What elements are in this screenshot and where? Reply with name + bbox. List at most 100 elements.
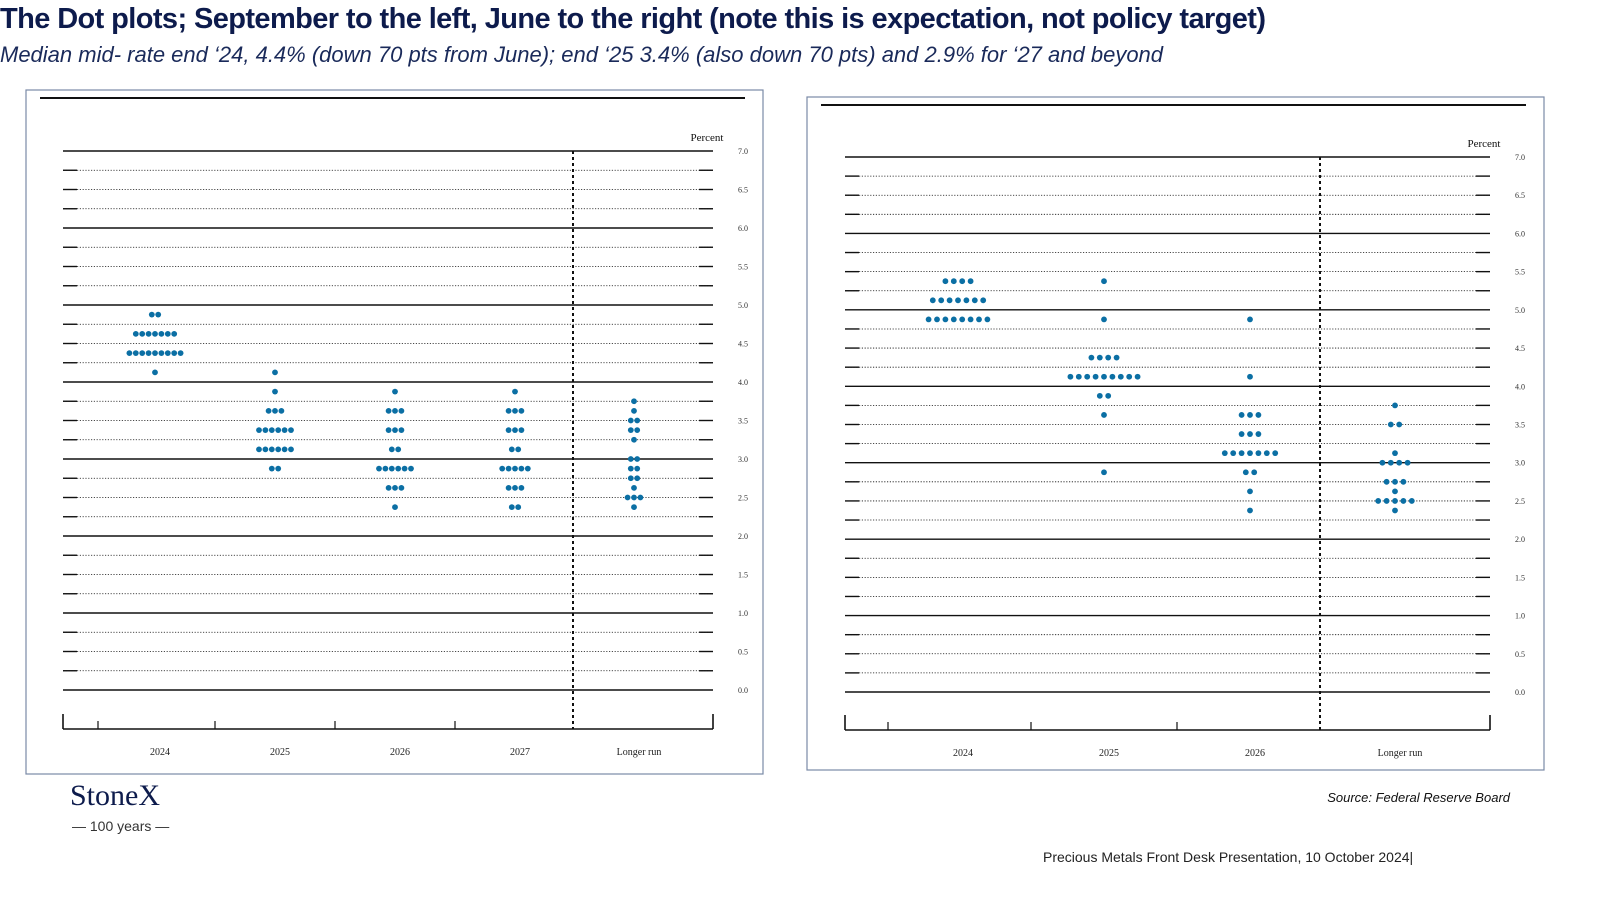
y-tick-label: 5.0: [1515, 306, 1525, 315]
y-tick-label: 6.5: [1515, 191, 1525, 200]
dot: [401, 465, 408, 472]
dot: [158, 330, 165, 337]
dot: [1109, 373, 1116, 380]
y-tick-label: 2.5: [738, 494, 748, 503]
dot: [1101, 469, 1107, 476]
dot: [1255, 431, 1262, 437]
dot: [518, 484, 525, 491]
dot: [164, 330, 171, 337]
dot: [392, 407, 398, 414]
x-tick-label: 2024: [150, 747, 170, 758]
dot: [959, 316, 966, 323]
y-tick-label: 2.5: [1515, 497, 1525, 506]
dot: [132, 350, 139, 357]
dot: [634, 456, 641, 462]
dot: [388, 465, 395, 472]
dot: [132, 330, 139, 337]
source: Source: Federal Reserve Board: [1327, 790, 1511, 805]
y-tick-label: 2.0: [1515, 535, 1525, 544]
dot: [288, 427, 294, 434]
dot: [392, 427, 398, 434]
dot: [268, 446, 275, 453]
logo-tagline: — 100 years —: [72, 818, 169, 834]
dot: [518, 407, 525, 414]
dot: [1408, 498, 1415, 504]
dot: [499, 465, 506, 472]
dot: [385, 427, 392, 434]
y-tick-label: 1.0: [1515, 612, 1525, 621]
dot: [1238, 412, 1245, 418]
dot: [152, 350, 158, 357]
dot: [925, 316, 932, 323]
dot: [1392, 488, 1398, 495]
dot: [152, 369, 158, 376]
y-tick-label: 5.0: [738, 301, 748, 310]
dot: [955, 297, 961, 304]
dot: [1392, 498, 1398, 504]
dot: [139, 330, 146, 337]
dot: [145, 350, 152, 357]
x-tick-label: 2025: [270, 747, 290, 758]
logo: StoneX: [70, 779, 160, 812]
dot: [1272, 450, 1279, 457]
slide-subtitle: Median mid- rate end ‘24, 4.4% (down 70 …: [0, 42, 1164, 67]
dot: [177, 350, 184, 357]
y-tick-label: 3.0: [738, 455, 748, 464]
dot: [631, 494, 637, 501]
dot: [398, 484, 405, 491]
y-tick-label: 4.0: [738, 378, 748, 387]
dot: [524, 465, 531, 472]
y-tick-label: 5.5: [738, 263, 748, 272]
dot: [1101, 412, 1107, 418]
y-tick-label: 3.5: [738, 417, 748, 426]
dot: [512, 407, 518, 414]
dot: [268, 465, 275, 472]
dot: [515, 446, 522, 453]
chart-frame: [806, 96, 1545, 771]
y-tick-label: 7.0: [738, 147, 748, 156]
y-tick-label: 7.0: [1515, 153, 1525, 162]
dot: [398, 407, 405, 414]
slide-title: The Dot plots; September to the left, Ju…: [0, 3, 1265, 35]
x-tick-label: 2024: [953, 748, 973, 759]
dot: [631, 436, 637, 443]
y-tick-label: 2.0: [738, 532, 748, 541]
dot: [512, 427, 518, 434]
dot: [505, 465, 512, 472]
dot: [1092, 373, 1099, 380]
dot: [1383, 478, 1390, 485]
y-tick-label: 4.5: [738, 340, 748, 349]
y-tick-label: 4.0: [1515, 382, 1525, 391]
dot: [1383, 498, 1390, 504]
dot: [288, 446, 294, 453]
dot: [1396, 421, 1403, 428]
dot: [1084, 373, 1091, 380]
dot: [408, 465, 414, 472]
dot: [631, 484, 637, 491]
dot: [164, 350, 171, 357]
dot: [275, 446, 282, 453]
dot: [265, 407, 272, 414]
dot: [1247, 373, 1253, 380]
dot: [959, 278, 966, 285]
dot: [392, 484, 398, 491]
dot: [1101, 278, 1107, 285]
dot: [158, 350, 165, 357]
y-axis-label: Percent: [691, 132, 724, 144]
dot: [1375, 498, 1382, 504]
y-tick-label: 0.0: [1515, 688, 1525, 697]
y-tick-label: 0.0: [738, 686, 748, 695]
dot: [942, 278, 949, 285]
dot: [946, 297, 953, 304]
dot: [1400, 498, 1407, 504]
dot: [627, 417, 634, 424]
dot: [967, 316, 974, 323]
dot: [1247, 431, 1253, 437]
dot: [1088, 354, 1095, 361]
dot: [1247, 450, 1253, 457]
x-tick-label: 2027: [510, 747, 530, 758]
dot: [385, 407, 392, 414]
y-tick-label: 6.0: [738, 224, 748, 233]
dot: [272, 388, 278, 395]
